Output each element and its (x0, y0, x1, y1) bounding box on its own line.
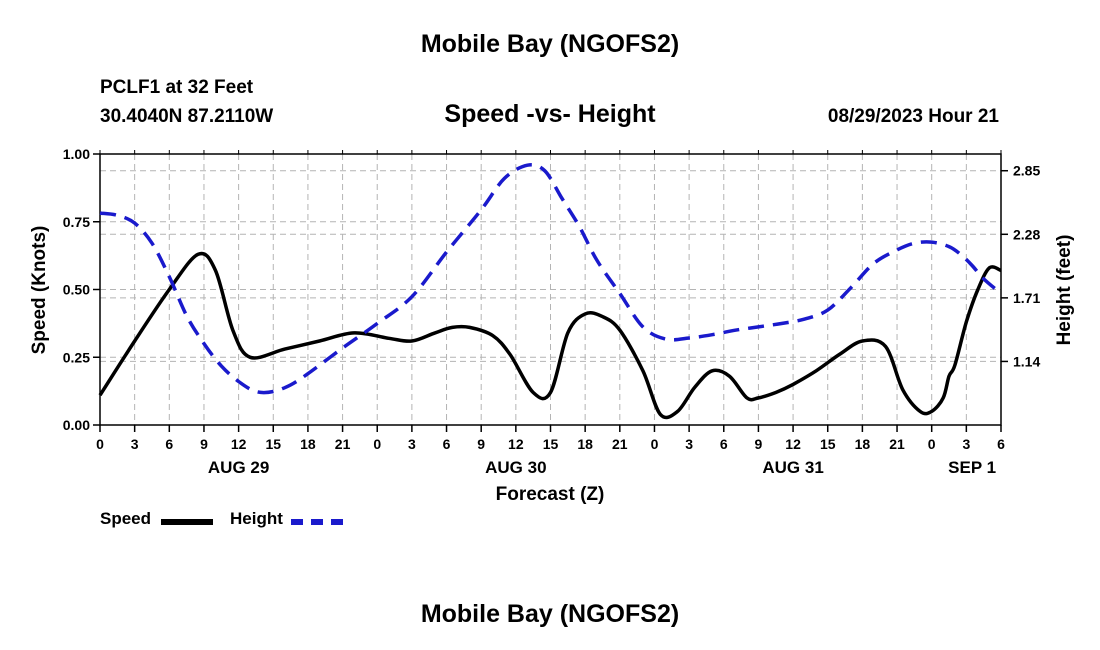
x-tick-label: 9 (755, 436, 763, 452)
x-date-label: AUG 30 (485, 458, 546, 477)
y2-axis-label: Height (feet) (1054, 235, 1075, 346)
y2-tick-label: 1.14 (1013, 353, 1040, 369)
y2-tick-label: 2.85 (1013, 163, 1040, 179)
legend-height-label: Height (230, 509, 283, 528)
x-tick-label: 0 (373, 436, 381, 452)
speed-series-line (98, 251, 1002, 420)
x-tick-label: 6 (165, 436, 173, 452)
x-tick-label: 6 (443, 436, 451, 452)
page-title: Mobile Bay (NGOFS2) (420, 30, 680, 58)
y-tick-label: 0.00 (63, 417, 90, 433)
footer-title: Mobile Bay (NGOFS2) (420, 600, 680, 628)
x-date-label: SEP 1 (948, 458, 996, 477)
x-tick-label: 21 (612, 436, 628, 452)
legend-speed-label: Speed (100, 509, 152, 528)
x-tick-label: 12 (785, 436, 801, 452)
x-tick-label: 15 (820, 436, 836, 452)
x-tick-label: 18 (855, 436, 871, 452)
y-tick-label: 1.00 (63, 146, 90, 162)
x-date-label: AUG 31 (762, 458, 823, 477)
x-tick-label: 0 (96, 436, 104, 452)
x-tick-label: 6 (997, 436, 1005, 452)
x-tick-label: 9 (200, 436, 208, 452)
x-tick-label: 0 (651, 436, 659, 452)
x-tick-label: 0 (928, 436, 936, 452)
y-tick-label: 0.75 (63, 214, 90, 230)
grid (100, 154, 1001, 425)
y2-tick-label: 2.28 (1013, 226, 1040, 242)
y-tick-label: 0.50 (63, 282, 90, 298)
x-tick-label: 18 (577, 436, 593, 452)
x-tick-label: 15 (543, 436, 559, 452)
x-tick-label: 3 (685, 436, 693, 452)
y-axis-label: Speed (Knots) (29, 226, 50, 355)
x-tick-label: 6 (720, 436, 728, 452)
x-tick-label: 18 (300, 436, 316, 452)
x-tick-label: 12 (231, 436, 247, 452)
x-tick-label: 9 (477, 436, 485, 452)
x-tick-label: 21 (335, 436, 351, 452)
x-tick-label: 15 (265, 436, 281, 452)
height-series-line (99, 162, 1003, 395)
chart-subtitle: Speed -vs- Height (444, 100, 656, 128)
axes: 0 3 6 9 12 15 18 21 0 3 6 9 12 15 18 21 0 3 6 9 12 15 18 21 0 3 6 0… (63, 146, 1041, 477)
x-tick-label: 3 (962, 436, 970, 452)
station-label: PCLF1 at 32 Feet (100, 77, 254, 98)
x-tick-label: 21 (889, 436, 905, 452)
y2-tick-label: 1.71 (1013, 290, 1040, 306)
station-coordinates: 30.4040N 87.2110W (100, 106, 274, 127)
series (98, 162, 1003, 420)
forecast-datetime: 08/29/2023 Hour 21 (827, 106, 999, 127)
legend-speed-swatch (161, 519, 213, 525)
x-tick-label: 12 (508, 436, 524, 452)
legend-height-swatch (291, 519, 343, 525)
x-axis-label: Forecast (Z) (496, 484, 605, 505)
x-tick-label: 3 (131, 436, 139, 452)
x-tick-label: 3 (408, 436, 416, 452)
y-tick-label: 0.25 (63, 349, 90, 365)
x-date-label: AUG 29 (208, 458, 269, 477)
